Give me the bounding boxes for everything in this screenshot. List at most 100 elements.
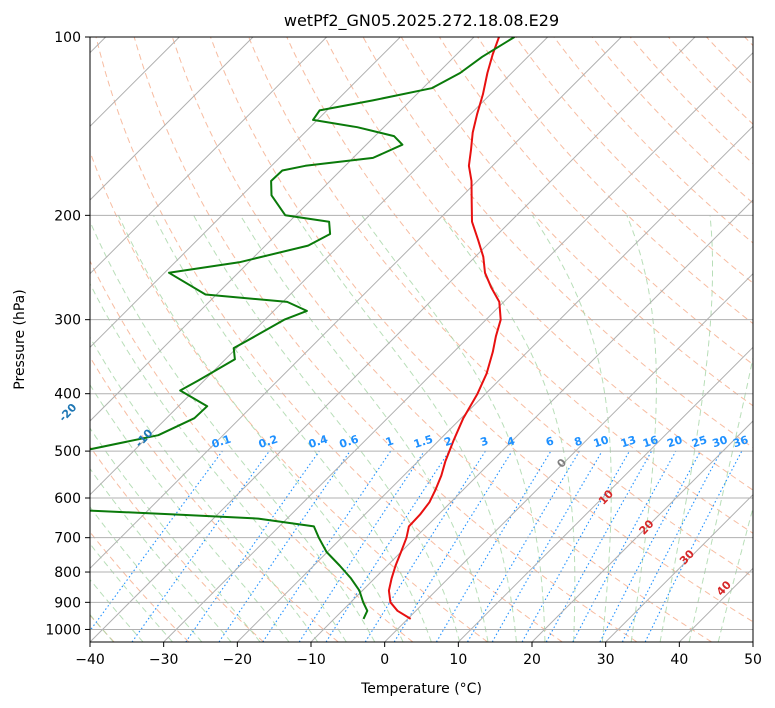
mixing-ratio-label: 6 bbox=[544, 434, 556, 449]
x-tick-label: −30 bbox=[149, 652, 179, 668]
isotherm-line bbox=[384, 272, 753, 642]
y-tick-label: 200 bbox=[54, 208, 81, 224]
isotherm-line bbox=[90, 37, 475, 422]
mixing-ratio-label: 36 bbox=[731, 433, 750, 450]
mixing-ratio-label: 20 bbox=[665, 433, 684, 450]
dewpoint-profile-line bbox=[90, 37, 516, 620]
mixing-ratio-line bbox=[131, 450, 270, 642]
moist-adiabat-line bbox=[90, 427, 261, 642]
mixing-ratio-line bbox=[644, 450, 743, 642]
x-tick-label: 20 bbox=[523, 652, 541, 668]
isotherm-line bbox=[310, 199, 753, 642]
mixing-ratio-label: 25 bbox=[690, 433, 709, 450]
isotherm-line bbox=[90, 37, 328, 275]
dry-adiabat-line bbox=[515, 37, 753, 284]
dry-adiabat-line bbox=[90, 356, 339, 642]
x-tick-label: −20 bbox=[223, 652, 253, 668]
isotherm-line bbox=[236, 125, 753, 642]
mixing-ratio-line bbox=[218, 450, 351, 642]
mixing-ratio-line bbox=[393, 450, 513, 642]
mixing-ratio-label: 30 bbox=[711, 433, 730, 450]
moist-adiabat-line bbox=[117, 215, 404, 642]
y-tick-label: 100 bbox=[54, 30, 81, 46]
x-tick-label: 10 bbox=[449, 652, 467, 668]
mixing-ratio-label: 2 bbox=[443, 434, 454, 449]
x-tick-label: 30 bbox=[597, 652, 615, 668]
grid-layer bbox=[90, 37, 753, 642]
dry-adiabat-line bbox=[90, 445, 264, 642]
temperature-profile-line bbox=[387, 37, 502, 620]
mixing-ratio-label: 1.5 bbox=[412, 433, 435, 451]
mixing-ratio-line bbox=[521, 450, 630, 642]
moist-adiabat-line bbox=[531, 215, 612, 642]
plot-frame bbox=[89, 36, 754, 643]
dry-adiabat-line bbox=[90, 259, 414, 642]
isotherm-line bbox=[531, 420, 753, 642]
mixing-ratio-line bbox=[298, 450, 425, 642]
mixing-ratio-label: 16 bbox=[641, 433, 660, 450]
mixing-ratio-label: 13 bbox=[619, 433, 638, 450]
mixing-ratio-line bbox=[572, 450, 677, 642]
x-tick-label: −40 bbox=[75, 652, 105, 668]
dry-adiabat-line bbox=[95, 37, 563, 642]
mixing-ratio-line bbox=[262, 450, 392, 642]
dry-adiabat-line bbox=[171, 37, 712, 642]
x-tick-label: 0 bbox=[380, 652, 389, 668]
chart-title: wetPf2_GN05.2025.272.18.08.E29 bbox=[284, 11, 559, 31]
isotherm-line bbox=[605, 493, 753, 642]
mixing-ratio-line bbox=[185, 450, 320, 642]
isotherm-line bbox=[90, 37, 254, 201]
mixing-ratio-line bbox=[325, 450, 450, 642]
mixing-ratio-label: 3 bbox=[479, 434, 490, 449]
isotherm-line bbox=[90, 37, 549, 496]
y-tick-label: 1000 bbox=[45, 622, 81, 638]
y-tick-label: 600 bbox=[54, 491, 81, 507]
moist-adiabat-line bbox=[90, 383, 290, 642]
y-axis-label: Pressure (hPa) bbox=[12, 289, 28, 389]
moist-adiabat-line bbox=[626, 215, 657, 642]
y-axis: 100 200 300 400 500 600 700 800 900 1000 bbox=[45, 30, 90, 638]
line-label-layer: -100-90-80-70-60-50-40-30-20-10010203040… bbox=[0, 362, 750, 598]
y-tick-label: 800 bbox=[54, 565, 81, 581]
x-axis: −40 −30 −20 −10 0 10 20 30 40 50 bbox=[75, 642, 762, 668]
mixing-ratio-label: 0.6 bbox=[338, 432, 361, 450]
y-tick-label: 500 bbox=[54, 444, 81, 460]
y-tick-label: 400 bbox=[54, 387, 81, 403]
moist-adiabat-line bbox=[440, 215, 576, 642]
mixing-ratio-label: 0.4 bbox=[307, 432, 330, 450]
mixing-ratio-label: 0.1 bbox=[210, 433, 233, 451]
series-layer bbox=[90, 37, 516, 620]
x-tick-label: 50 bbox=[744, 652, 762, 668]
isotherm-line bbox=[90, 37, 622, 570]
y-tick-label: 300 bbox=[54, 313, 81, 329]
isotherm-line bbox=[90, 37, 401, 349]
moist-adiabat-line bbox=[90, 467, 232, 642]
mixing-ratio-label: 1 bbox=[384, 434, 395, 449]
dry-adiabat-line bbox=[133, 37, 638, 642]
mixing-ratio-label: 8 bbox=[573, 434, 584, 449]
x-axis-label: Temperature (°C) bbox=[360, 681, 482, 697]
isotherm-line bbox=[90, 37, 696, 642]
moist-adiabat-line bbox=[90, 506, 203, 642]
moist-adiabat-line bbox=[90, 282, 347, 642]
isotherm-line bbox=[163, 51, 753, 642]
mixing-ratio-line bbox=[545, 450, 653, 642]
mixing-ratio-label: 0.2 bbox=[257, 433, 280, 451]
moist-adiabat-line bbox=[90, 220, 376, 642]
moist-adiabat-line bbox=[361, 215, 546, 642]
dry-adiabat-line bbox=[248, 37, 753, 578]
moist-adiabat-line bbox=[153, 215, 432, 642]
moist-adiabat-line bbox=[90, 336, 319, 642]
moist-adiabat-line bbox=[193, 215, 461, 642]
isotherm-line bbox=[457, 346, 753, 642]
x-tick-label: 40 bbox=[670, 652, 688, 668]
dry-adiabat-line bbox=[286, 37, 753, 534]
moist-adiabat-line bbox=[659, 215, 713, 642]
x-tick-label: −10 bbox=[296, 652, 326, 668]
mixing-ratio-label: 10 bbox=[592, 433, 611, 450]
mixing-ratio-label: 4 bbox=[505, 434, 517, 449]
y-tick-label: 700 bbox=[54, 531, 81, 547]
dry-adiabat-line bbox=[210, 37, 753, 623]
